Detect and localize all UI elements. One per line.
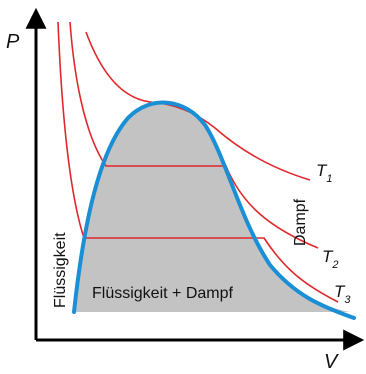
saturation-curve — [72, 100, 356, 320]
isotherm-t1-subscript: 1 — [326, 173, 332, 185]
isotherm-t3-curve — [57, 21, 339, 303]
y-axis-label: P — [6, 31, 20, 53]
liquid-region-label: Flüssigkeit — [52, 232, 69, 308]
isotherm-t1-curve — [85, 31, 311, 181]
two-phase-region-label: Flüssigkeit + Dampf — [92, 285, 233, 302]
isotherm-t2-curve — [69, 21, 319, 249]
isotherm-t3-subscript: 3 — [344, 294, 351, 306]
isotherm-t3-label: T3 — [334, 282, 351, 306]
isotherm-t3-symbol: T — [334, 282, 346, 301]
isotherm-t2-label: T2 — [322, 247, 339, 271]
isotherm-t1-symbol: T — [316, 161, 328, 180]
two-phase-region — [74, 102, 350, 313]
isotherm-t2-subscript: 2 — [331, 259, 338, 271]
x-axis-label: V — [324, 351, 339, 373]
vapor-region-label: Dampf — [292, 198, 309, 246]
isotherm-t1-label: T1 — [316, 161, 333, 185]
isotherm-t2-symbol: T — [322, 247, 334, 266]
